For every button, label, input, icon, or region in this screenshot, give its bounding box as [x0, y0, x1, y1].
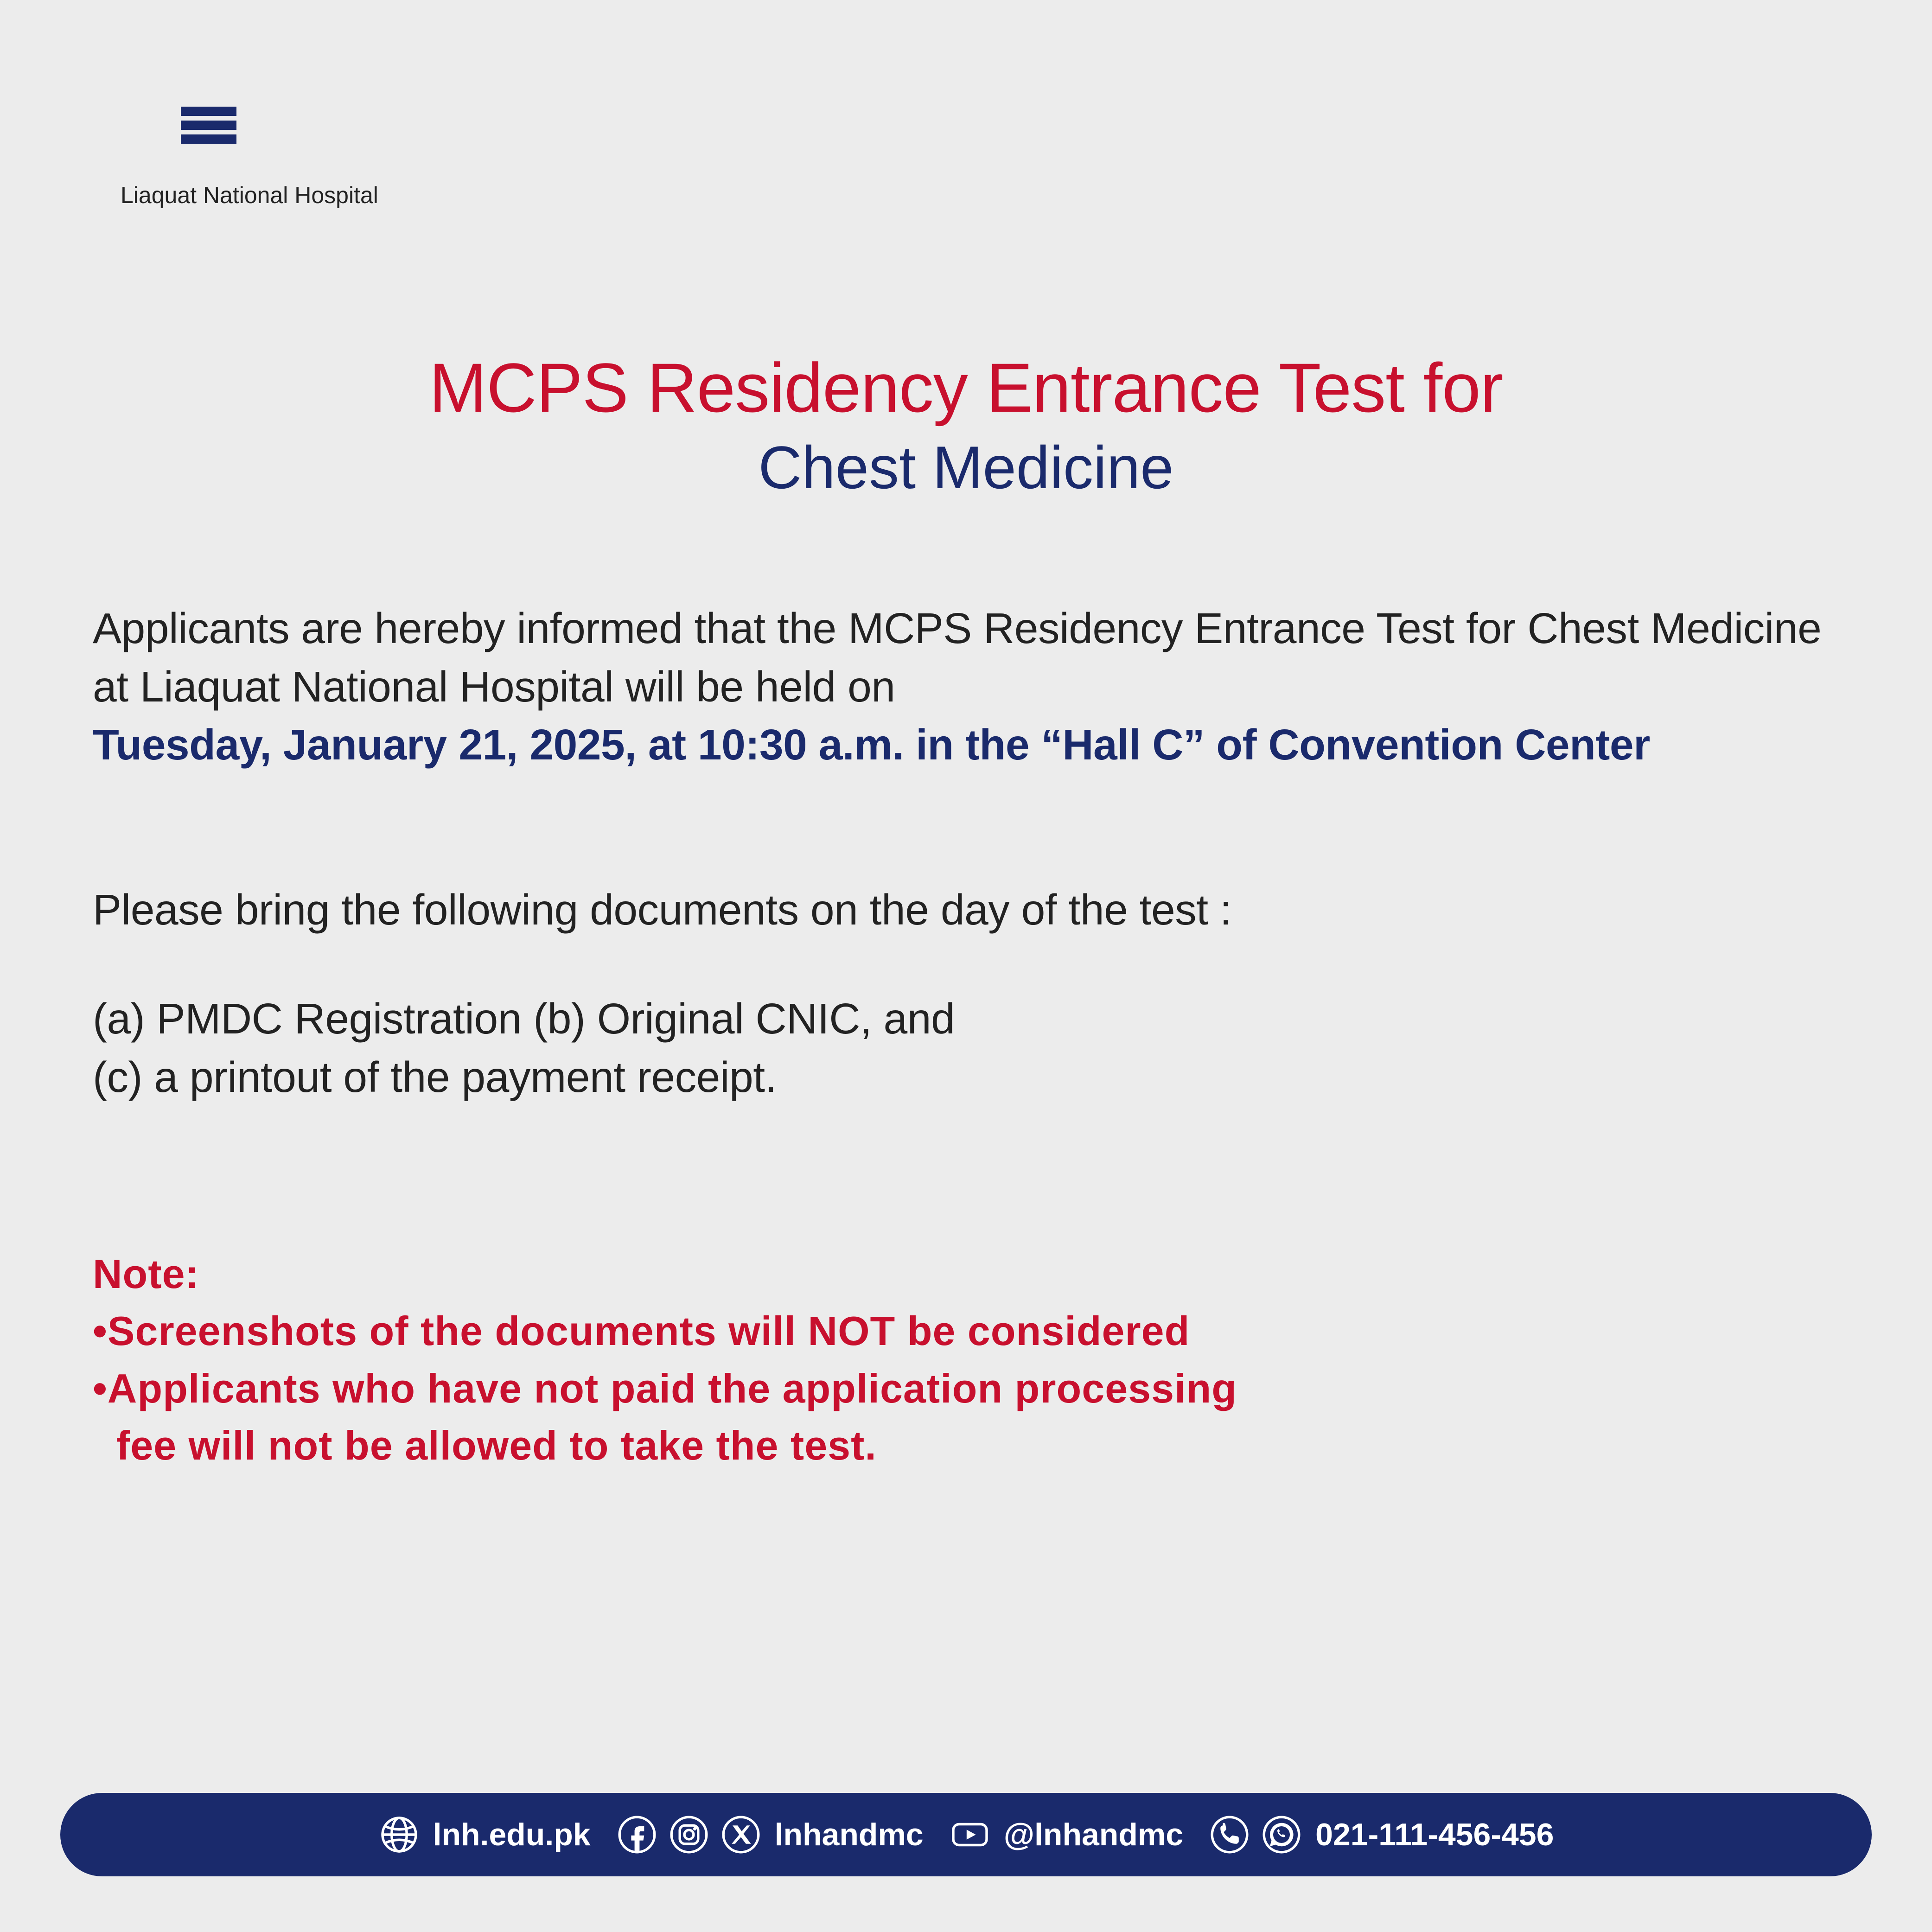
x-twitter-icon: [720, 1814, 762, 1855]
footer-social: lnhandmc: [616, 1814, 924, 1855]
footer-website: lnh.edu.pk: [378, 1814, 591, 1855]
docs-line-1: (a) PMDC Registration (b) Original CNIC,…: [93, 990, 1839, 1048]
note-bullet-2a: •Applicants who have not paid the applic…: [93, 1360, 1839, 1417]
logo-block: Liaquat National Hospital: [121, 74, 1839, 209]
intro-text: Applicants are hereby informed that the …: [93, 599, 1839, 716]
date-venue-line: Tuesday, January 21, 2025, at 10:30 a.m.…: [93, 716, 1839, 774]
note-block: Note: •Screenshots of the documents will…: [93, 1245, 1839, 1474]
documents-list: (a) PMDC Registration (b) Original CNIC,…: [93, 990, 1839, 1106]
youtube-icon: [949, 1814, 991, 1855]
globe-icon: [378, 1814, 420, 1855]
phone-icon: [1209, 1814, 1250, 1855]
footer-phone-text: 021-111-456-456: [1315, 1817, 1554, 1853]
docs-line-2: (c) a printout of the payment receipt.: [93, 1048, 1839, 1107]
announcement-poster: Liaquat National Hospital MCPS Residency…: [0, 0, 1932, 1932]
facebook-icon: [616, 1814, 658, 1855]
footer-website-text: lnh.edu.pk: [433, 1817, 591, 1853]
note-label: Note:: [93, 1245, 1839, 1302]
note-bullet-2b: fee will not be allowed to take the test…: [93, 1417, 1839, 1474]
footer-youtube: @lnhandmc: [949, 1814, 1183, 1855]
instagram-icon: [668, 1814, 710, 1855]
note-bullet-1: •Screenshots of the documents will NOT b…: [93, 1302, 1839, 1359]
crescent-logo-icon: [121, 74, 260, 176]
footer-bar: lnh.edu.pk lnhandmc @lnhandmc: [60, 1793, 1872, 1876]
title-block: MCPS Residency Entrance Test for Chest M…: [93, 348, 1839, 502]
title-sub: Chest Medicine: [93, 433, 1839, 502]
footer-youtube-text: @lnhandmc: [1004, 1817, 1183, 1853]
footer-social-text: lnhandmc: [775, 1817, 924, 1853]
whatsapp-icon: [1261, 1814, 1302, 1855]
footer-phone: 021-111-456-456: [1209, 1814, 1554, 1855]
title-main: MCPS Residency Entrance Test for: [93, 348, 1839, 428]
bring-documents-line: Please bring the following documents on …: [93, 881, 1839, 939]
logo-caption: Liaquat National Hospital: [121, 182, 1839, 209]
